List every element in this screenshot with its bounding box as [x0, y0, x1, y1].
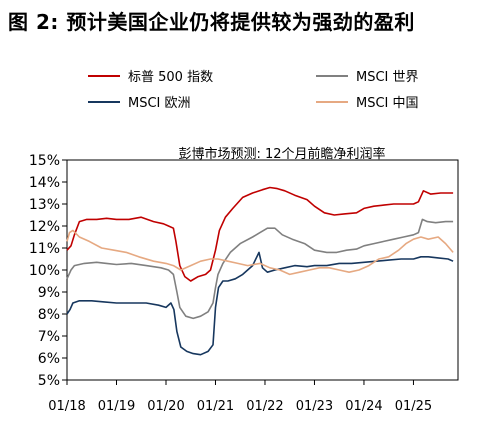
y-tick-label: 13%	[29, 197, 60, 213]
plot-frame	[66, 159, 459, 381]
y-tick-label: 14%	[29, 175, 60, 191]
y-tick-label: 9%	[38, 285, 60, 301]
series-line-2	[66, 251, 454, 356]
y-axis: 5% 6% 7% 8% 9% 10% 11% 12% 13% 14% 15%	[29, 153, 67, 389]
x-tick-label: 01/21	[197, 399, 234, 414]
y-tick-label: 11%	[29, 241, 60, 257]
legend-label-0: 标普 500 指数	[128, 70, 213, 85]
series-line-3	[66, 229, 454, 276]
y-tick-label: 15%	[29, 153, 60, 169]
x-axis: 01/18 01/19 01/20 01/21 01/22 01/23 01/24 01/25	[48, 380, 432, 414]
y-tick-label: 12%	[29, 219, 60, 235]
legend-label-1: MSCI 世界	[356, 70, 419, 85]
y-tick-label: 10%	[29, 263, 60, 279]
x-tick-label: 01/18	[48, 399, 85, 414]
chart-subtitle: 彭博市场预测: 12个月前瞻净利润率	[178, 146, 385, 162]
y-tick-label: 6%	[38, 351, 60, 367]
x-tick-label: 01/22	[246, 399, 283, 414]
legend-label-3: MSCI 中国	[356, 96, 419, 111]
y-tick-label: 8%	[38, 307, 60, 323]
series-line-1	[66, 218, 454, 320]
legend: 标普 500 指数 MSCI 世界 MSCI 欧洲 MSCI 中国	[88, 70, 419, 111]
y-tick-label: 7%	[38, 329, 60, 345]
x-tick-label: 01/23	[296, 399, 333, 414]
page-title: 图 2: 预计美国企业仍将提供较为强劲的盈利	[8, 10, 415, 34]
x-tick-label: 01/20	[147, 399, 184, 414]
x-tick-label: 01/24	[345, 399, 382, 414]
x-tick-label: 01/19	[98, 399, 135, 414]
y-tick-label: 5%	[38, 373, 60, 389]
series-line-0	[66, 186, 454, 282]
series-group	[66, 186, 454, 356]
legend-label-2: MSCI 欧洲	[128, 96, 191, 111]
x-tick-label: 01/25	[395, 399, 432, 414]
